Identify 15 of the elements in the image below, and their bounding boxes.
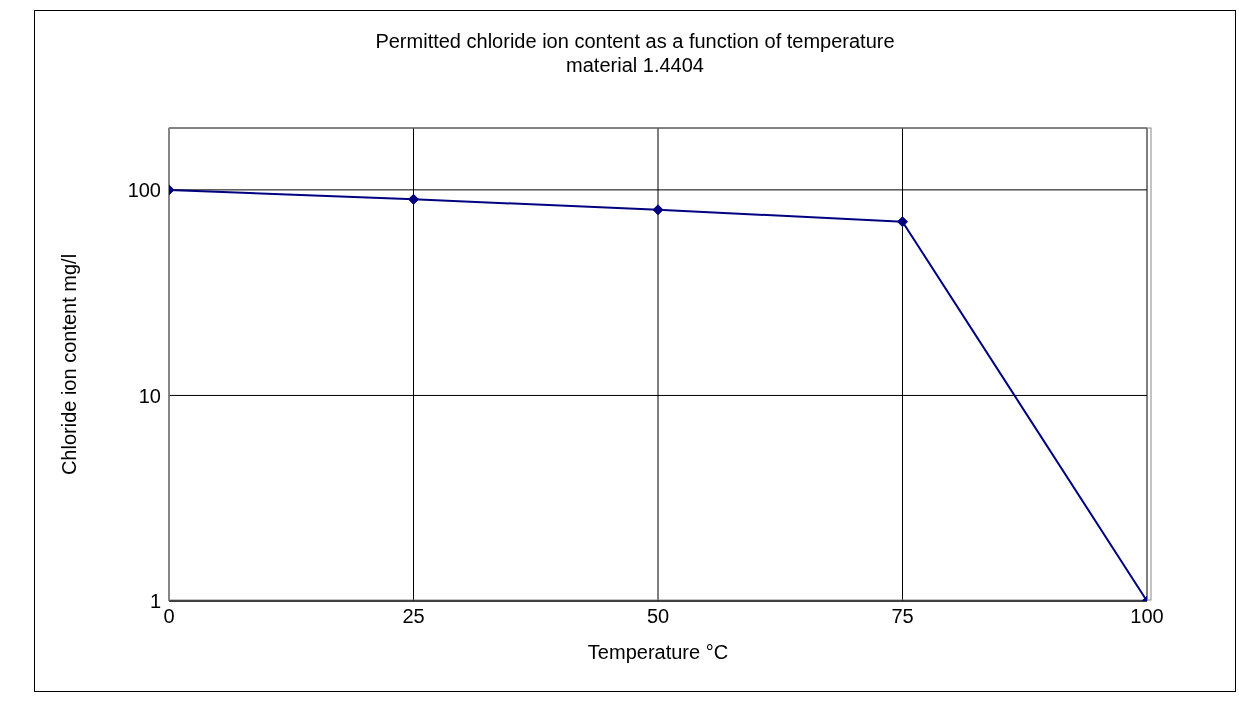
point	[408, 193, 419, 205]
y-tick-label: 1	[149, 590, 161, 613]
x-tick-label: 50	[646, 605, 670, 628]
x-tick-label: 0	[163, 605, 175, 628]
chart-subtitle: material 1.4404	[565, 53, 705, 77]
chart-title: Permitted chloride ion content as a function of temperature	[374, 29, 896, 53]
x-tick-label: 25	[402, 605, 425, 628]
x-axis-title: Temperature °C	[587, 641, 729, 663]
y-axis-title: Chloride ion content mg/l	[58, 253, 81, 476]
point	[652, 204, 664, 216]
y-tick-label: 100	[127, 178, 161, 201]
point	[897, 216, 908, 228]
y-tick-label: 10	[138, 384, 161, 407]
x-tick-label: 75	[891, 605, 914, 628]
x-tick-label: 100	[1130, 605, 1164, 628]
